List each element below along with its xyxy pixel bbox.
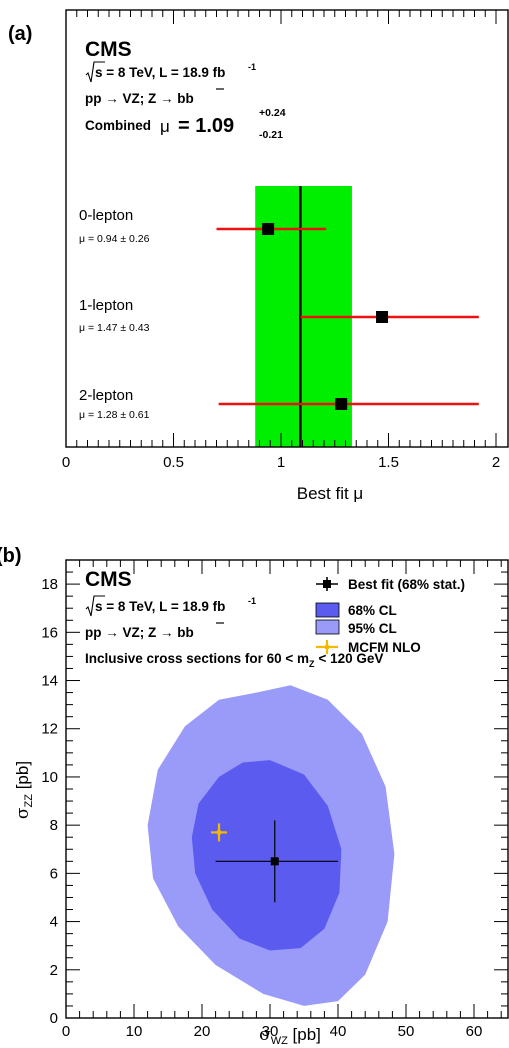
panel-a-cms: CMS xyxy=(85,38,132,61)
y-tick-label: 6 xyxy=(50,865,58,882)
sqrt-icon xyxy=(85,61,105,83)
x-tick-label: 1 xyxy=(277,454,285,471)
best-fit-point xyxy=(270,857,279,866)
y-tick-label: 2 xyxy=(50,962,58,979)
panel-b-y-axis-label: σZZ [pb] xyxy=(13,761,35,819)
panel-a-mu-symbol: μ xyxy=(160,117,170,136)
legend-best-fit: Best fit (68% stat.) xyxy=(348,577,465,592)
mu-1-lepton: μ = 1.47 ± 0.43 xyxy=(79,322,150,334)
x-tick-label: 20 xyxy=(194,1023,211,1040)
y-tick-label: 18 xyxy=(41,576,58,593)
y-tick-label: 4 xyxy=(50,914,58,931)
best-fit-marker xyxy=(215,820,338,903)
label-1-lepton: 1-lepton xyxy=(79,297,133,314)
legend-mcfm: MCFM NLO xyxy=(348,640,421,655)
x-tick-label: 10 xyxy=(126,1023,143,1040)
legend-95-icon xyxy=(315,619,340,635)
x-tick-label: 1.5 xyxy=(378,454,399,471)
sqrt-icon xyxy=(85,595,105,617)
y-tick-label: 10 xyxy=(41,769,58,786)
measurement-points xyxy=(262,223,389,410)
panel-b-x-axis-label: σWZ [pb] xyxy=(259,1025,321,1047)
legend-mcfm-icon xyxy=(316,640,338,654)
legend-68: 68% CL xyxy=(348,603,397,618)
panel-a-x-axis-label: Best fit μ xyxy=(297,484,363,503)
panel-a-combined-prefix: Combined xyxy=(85,118,151,133)
point-2-lepton xyxy=(335,398,348,410)
x-tick-label: 0 xyxy=(62,1023,70,1040)
x-tick-label: 30 xyxy=(262,1023,279,1040)
mcfm-marker xyxy=(211,823,227,842)
panel-b-y-ticks: 0 2 4 6 8 10 12 14 16 18 xyxy=(41,559,508,1027)
panel-a-energy-sup: -1 xyxy=(248,62,256,72)
panel-a-label: (a) xyxy=(8,23,32,45)
panel-b-cms: CMS xyxy=(85,568,132,591)
panel-b-inclusive: Inclusive cross sections for 60 < mZ < 12… xyxy=(85,651,383,669)
y-tick-label: 0 xyxy=(50,1010,58,1027)
contour-68-cl xyxy=(191,760,342,951)
panel-a-err-up: +0.24 xyxy=(259,107,286,119)
panel-a-combined-value: = 1.09 xyxy=(178,115,234,137)
panel-b-label: (b) xyxy=(0,545,22,567)
legend: Best fit (68% stat.) 68% CL 95% CL MCFM … xyxy=(315,577,465,655)
x-tick-label: 2 xyxy=(492,454,500,471)
legend-68-icon xyxy=(315,602,340,618)
y-tick-label: 16 xyxy=(41,624,58,641)
label-2-lepton: 2-lepton xyxy=(79,387,133,404)
mu-0-lepton: μ = 0.94 ± 0.26 xyxy=(79,233,150,245)
panel-b-x-ticks: 0 10 20 30 40 50 60 xyxy=(62,560,502,1040)
panel-a-energy: s = 8 TeV, L = 18.9 fb xyxy=(95,65,225,80)
panel-b-energy-sup: -1 xyxy=(248,596,256,606)
x-tick-label: 0.5 xyxy=(163,454,184,471)
panel-b-energy: s = 8 TeV, L = 18.9 fb xyxy=(95,599,225,614)
x-tick-label: 50 xyxy=(398,1023,415,1040)
panel-a-process: pp → VZ; Z → bb xyxy=(85,91,194,106)
x-tick-label: 40 xyxy=(330,1023,347,1040)
x-tick-label: 60 xyxy=(466,1023,483,1040)
panel-b-process: pp → VZ; Z → bb xyxy=(85,625,194,640)
legend-95: 95% CL xyxy=(348,621,397,636)
x-tick-label: 0 xyxy=(62,454,70,471)
point-0-lepton xyxy=(262,223,275,235)
panel-a-err-down: -0.21 xyxy=(259,129,283,141)
label-0-lepton: 0-lepton xyxy=(79,207,133,224)
y-tick-label: 12 xyxy=(41,721,58,738)
mcfm-point xyxy=(216,829,222,835)
y-tick-label: 8 xyxy=(50,817,58,834)
point-1-lepton xyxy=(376,311,389,323)
panel-a-frame xyxy=(65,9,509,448)
panel-a-x-ticks: 0 0.5 1 1.5 2 xyxy=(62,10,500,471)
mu-2-lepton: μ = 1.28 ± 0.61 xyxy=(79,409,150,421)
y-tick-label: 14 xyxy=(41,673,58,690)
